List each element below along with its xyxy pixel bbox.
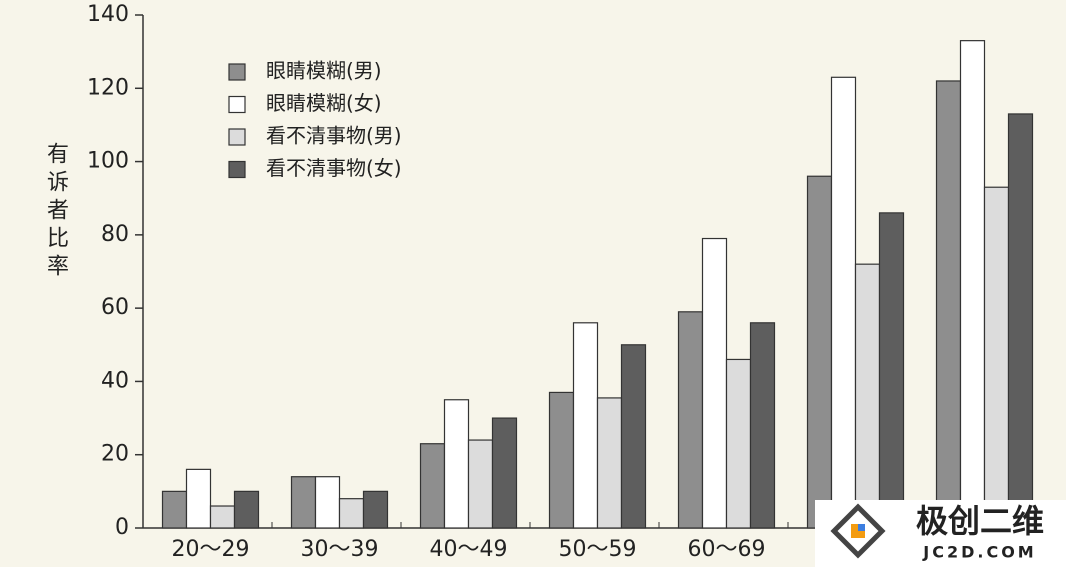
y-axis-label: 有诉者比率 bbox=[43, 142, 69, 282]
bar bbox=[596, 397, 623, 529]
y-tick-label: 80 bbox=[101, 222, 129, 247]
y-tick-label: 100 bbox=[87, 149, 129, 174]
y-tick-label: 120 bbox=[87, 75, 129, 100]
bar bbox=[362, 490, 389, 529]
y-tick-label: 140 bbox=[87, 2, 129, 27]
x-tick-label: 60〜69 bbox=[688, 537, 766, 562]
legend-label: 看不清事物(女) bbox=[266, 156, 402, 180]
watermark-icon-core2 bbox=[858, 524, 865, 531]
bar bbox=[443, 399, 470, 529]
bar bbox=[572, 322, 599, 529]
y-tick-label: 60 bbox=[101, 295, 129, 320]
bar bbox=[419, 443, 446, 529]
legend-swatch bbox=[228, 128, 246, 146]
bar bbox=[677, 311, 704, 529]
x-tick-label: 40〜49 bbox=[430, 537, 508, 562]
watermark-icon bbox=[830, 503, 886, 559]
legend-label: 眼睛模糊(男) bbox=[266, 59, 382, 83]
bar bbox=[1007, 113, 1034, 529]
bar bbox=[491, 417, 518, 529]
legend-swatch bbox=[228, 95, 246, 114]
bar bbox=[935, 80, 962, 529]
bar bbox=[233, 490, 260, 529]
legend-swatch bbox=[228, 160, 246, 179]
bar bbox=[830, 76, 857, 529]
bar bbox=[983, 186, 1010, 529]
watermark-text: 极创二维 bbox=[916, 502, 1044, 540]
bar bbox=[314, 476, 341, 529]
watermark-url: JC2D.COM bbox=[922, 543, 1036, 562]
bar bbox=[620, 344, 647, 529]
bar bbox=[185, 468, 212, 529]
legend-swatch bbox=[228, 63, 246, 81]
legend-label: 看不清事物(男) bbox=[266, 124, 402, 148]
bar bbox=[548, 391, 575, 529]
bar bbox=[161, 490, 188, 529]
x-tick-label: 30〜39 bbox=[301, 537, 379, 562]
y-tick-label: 0 bbox=[115, 515, 129, 540]
y-tick-label: 40 bbox=[101, 368, 129, 393]
bar bbox=[467, 439, 494, 529]
bar bbox=[749, 322, 776, 529]
bar bbox=[806, 175, 833, 529]
bar bbox=[854, 263, 881, 529]
bar bbox=[959, 40, 986, 529]
bar bbox=[878, 212, 905, 529]
bar bbox=[725, 358, 752, 529]
y-tick-label: 20 bbox=[101, 442, 129, 467]
bar bbox=[290, 476, 317, 529]
bar bbox=[338, 498, 365, 529]
legend-label: 眼睛模糊(女) bbox=[266, 91, 382, 115]
x-tick-label: 20〜29 bbox=[172, 537, 250, 562]
bar bbox=[209, 505, 236, 529]
x-tick-label: 50〜59 bbox=[559, 537, 637, 562]
bar bbox=[701, 237, 728, 529]
